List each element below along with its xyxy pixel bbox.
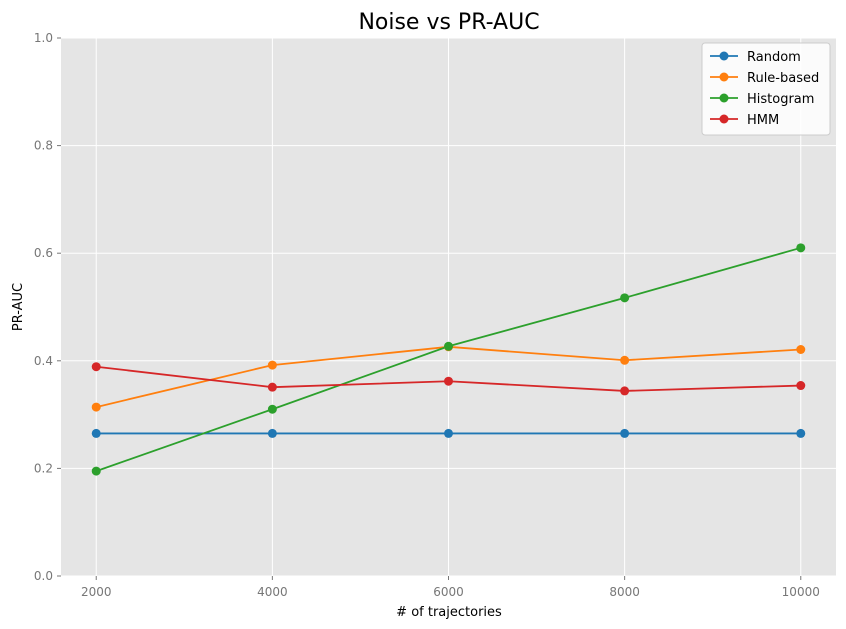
x-tick-label: 2000 xyxy=(81,585,112,599)
legend-marker-rule-based xyxy=(719,72,729,82)
point-histogram xyxy=(91,466,101,476)
y-tick-label: 0.0 xyxy=(34,569,53,583)
y-tick-label: 0.8 xyxy=(34,139,53,153)
y-axis-label: PR-AUC xyxy=(11,283,26,331)
x-tick-label: 4000 xyxy=(257,585,288,599)
y-tick-label: 0.2 xyxy=(34,461,53,475)
legend-label-hmm: HMM xyxy=(747,113,779,128)
legend-label-histogram: Histogram xyxy=(747,92,814,107)
point-rule-based xyxy=(620,355,630,365)
x-tick-label: 10000 xyxy=(782,585,820,599)
point-histogram xyxy=(444,341,453,351)
point-rule-based xyxy=(796,345,806,355)
x-tick-label: 6000 xyxy=(433,585,464,599)
y-tick-label: 0.4 xyxy=(34,354,53,368)
y-tick-label: 1.0 xyxy=(34,31,53,45)
point-rule-based xyxy=(267,360,277,370)
point-rule-based xyxy=(91,402,101,412)
point-hmm xyxy=(91,362,101,372)
point-hmm xyxy=(620,386,630,396)
point-histogram xyxy=(620,293,630,303)
y-tick-label: 0.6 xyxy=(34,246,53,260)
legend-box xyxy=(701,42,831,136)
x-tick-label: 8000 xyxy=(609,585,640,599)
data-points xyxy=(91,243,806,476)
legend-marker-histogram xyxy=(719,93,729,103)
legend-label-rule-based: Rule-based xyxy=(747,71,819,86)
point-random xyxy=(91,428,101,438)
point-histogram xyxy=(267,404,277,414)
point-hmm xyxy=(267,382,277,392)
legend: Random Rule-based Histogram HMM xyxy=(701,42,831,136)
x-axis-ticks: 2000 4000 6000 8000 10000 xyxy=(81,576,820,599)
point-histogram xyxy=(796,243,806,253)
legend-label-random: Random xyxy=(747,50,801,65)
chart-title: Noise vs PR-AUC xyxy=(358,10,539,35)
x-axis-label: # of trajectories xyxy=(396,605,502,620)
point-hmm xyxy=(444,376,453,386)
point-random xyxy=(796,428,806,438)
legend-marker-random xyxy=(719,51,729,61)
point-random xyxy=(267,428,277,438)
legend-marker-hmm xyxy=(719,114,729,124)
point-hmm xyxy=(796,381,806,391)
point-random xyxy=(444,428,453,438)
point-random xyxy=(620,428,630,438)
y-axis-ticks: 0.0 0.2 0.4 0.6 0.8 1.0 xyxy=(34,31,61,583)
